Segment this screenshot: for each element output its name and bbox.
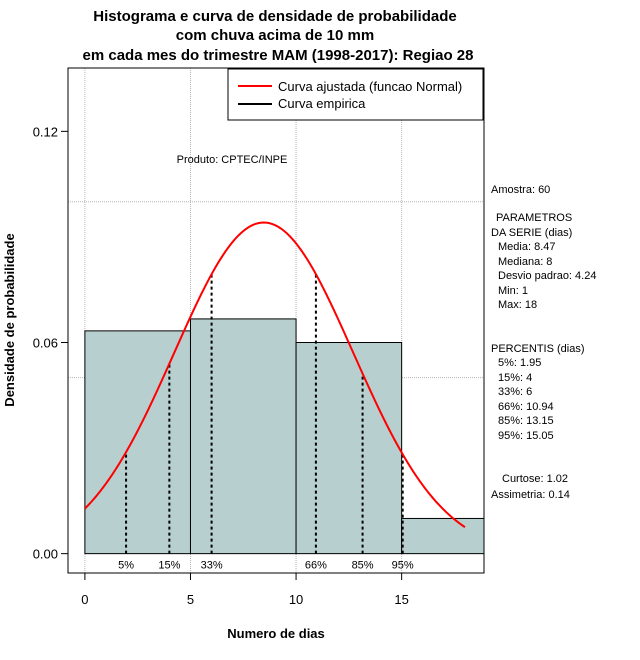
param-max: Max: 18 — [498, 299, 537, 311]
histogram-bar — [295, 341, 403, 555]
assimetria: Assimetria: 0.14 — [491, 489, 570, 501]
percentil-66: 66%: 10.94 — [498, 401, 554, 413]
percentile-labels: 5% 15% 33% 66% 85% 95% — [118, 560, 414, 572]
histogram-bar — [84, 330, 191, 555]
chart-title-line-3: em cada mes do trimestre MAM (1998-2017)… — [83, 47, 474, 64]
param-sd: Desvio padrao: 4.24 — [498, 270, 596, 282]
y-axis-title: Densidade de probabilidade — [2, 233, 17, 406]
y-tick-label: 0.00 — [33, 547, 58, 562]
param-min: Min: 1 — [498, 285, 528, 297]
x-tick-label: 5 — [187, 592, 194, 607]
param-mean: Media: 8.47 — [498, 241, 555, 253]
percentile-label: 85% — [352, 560, 374, 572]
x-tick-label: 0 — [81, 592, 88, 607]
percentile-label: 5% — [118, 560, 134, 572]
y-tick-label: 0.06 — [33, 335, 58, 350]
y-tick-label: 0.12 — [33, 124, 58, 139]
params-title-2: DA SERIE (dias) — [491, 227, 572, 239]
histogram-bar — [401, 517, 485, 555]
x-axis-title: Numero de dias — [227, 626, 325, 641]
params-title-1: PARAMETROS — [496, 212, 572, 224]
percentil-5: 5%: 1.95 — [498, 357, 541, 369]
histogram-bar — [189, 318, 297, 555]
legend-label-empirical: Curva empirica — [278, 96, 366, 111]
percentil-85: 85%: 13.15 — [498, 415, 554, 427]
y-axis: 0.00 0.06 0.12 — [33, 124, 69, 562]
param-median: Mediana: 8 — [498, 256, 552, 268]
histogram-bars — [84, 318, 485, 555]
legend-label-normal: Curva ajustada (funcao Normal) — [278, 79, 462, 94]
stats-panel: Amostra: 60 PARAMETROS DA SERIE (dias) M… — [491, 184, 596, 501]
chart-title-line-2: com chuva acima de 10 mm — [176, 27, 374, 44]
x-tick-label: 15 — [394, 592, 408, 607]
x-tick-label: 10 — [289, 592, 303, 607]
percentile-label: 66% — [305, 560, 327, 572]
percentil-95: 95%: 15.05 — [498, 430, 554, 442]
percentile-label: 15% — [158, 560, 180, 572]
percentile-label: 33% — [201, 560, 223, 572]
x-axis: 0 5 10 15 — [81, 572, 409, 607]
percentil-33: 33%: 6 — [498, 386, 532, 398]
legend: Curva ajustada (funcao Normal) Curva emp… — [227, 68, 484, 121]
product-annotation: Produto: CPTEC/INPE — [177, 154, 288, 166]
percentile-lines — [125, 274, 404, 554]
legend-box — [227, 68, 484, 121]
percentis-title: PERCENTIS (dias) — [491, 343, 585, 355]
normal-curve — [84, 221, 466, 528]
sample-size: Amostra: 60 — [491, 184, 550, 196]
percentil-15: 15%: 4 — [498, 372, 532, 384]
chart-title-line-1: Histograma e curva de densidade de proba… — [93, 8, 456, 25]
percentile-label: 95% — [392, 560, 414, 572]
curtose: Curtose: 1.02 — [502, 473, 568, 485]
